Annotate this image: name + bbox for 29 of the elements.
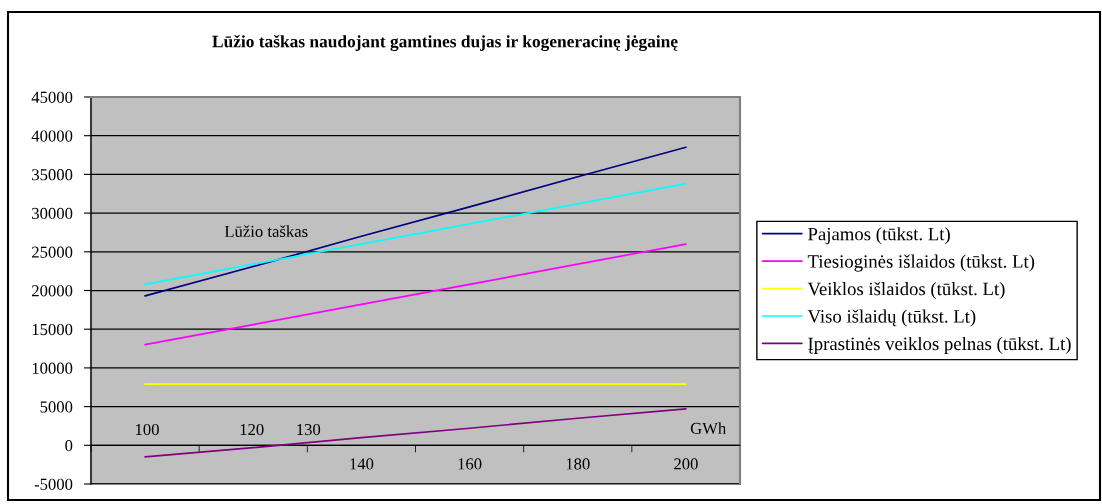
annotation: 120	[240, 423, 264, 436]
legend-label: Įprastinės veiklos pelnas (tūkst. Lt)	[808, 336, 1071, 354]
y-tick-label: 0	[65, 440, 73, 452]
y-tick-label: 40000	[31, 130, 73, 142]
line-series	[144, 243, 687, 346]
y-tick-label: 45000	[31, 91, 73, 103]
y-tick-label: -5000	[34, 478, 73, 490]
legend-label: Viso išlaidų (tūkst. Lt)	[807, 309, 976, 327]
x-axis-title: GWh	[690, 422, 727, 435]
legend-label: Veiklos išlaidos (tūkst. Lt)	[807, 282, 1005, 300]
y-tick-label: 5000	[40, 401, 73, 413]
y-tick-label: 25000	[32, 246, 73, 258]
legend-label: Tiesioginės išlaidos (tūkst. Lt)	[807, 254, 1035, 272]
x-tick-label: 140	[350, 458, 374, 470]
legend-label: Pajamos (tūkst. Lt)	[808, 227, 950, 245]
annotation: Lūžio taškas	[224, 225, 308, 238]
y-tick-label: 15000	[32, 323, 73, 336]
x-tick-label: 180	[566, 458, 590, 470]
y-tick-label: 10000	[32, 362, 73, 374]
x-tick-label: 200	[674, 458, 698, 470]
y-tick-label: 35000	[32, 169, 73, 181]
y-tick-label: 20000	[32, 285, 73, 297]
line-series	[144, 146, 687, 297]
annotation: 130	[297, 423, 321, 436]
line-series	[144, 182, 687, 286]
x-tick-label: 160	[458, 458, 482, 470]
chart-title: Lūžio taškas naudojant gamtines dujas ir kogeneracinę jėgainę	[212, 34, 678, 52]
annotation: 100	[135, 423, 159, 436]
y-tick-label: 30000	[32, 207, 73, 220]
